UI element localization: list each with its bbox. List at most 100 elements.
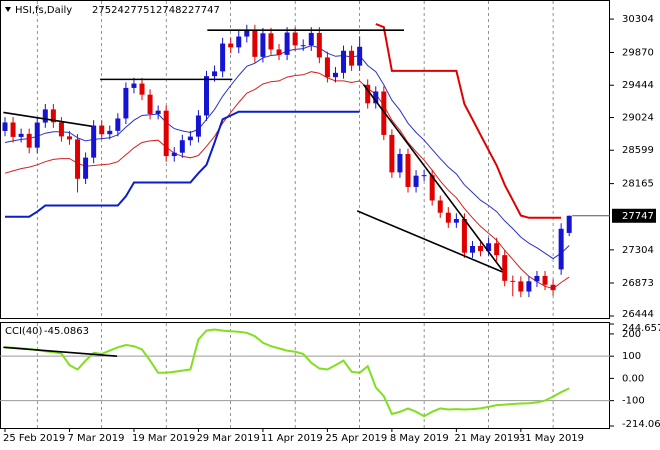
candle-body xyxy=(228,43,234,48)
candle-body xyxy=(534,275,540,282)
chart-title: HSI,fs,Daily xyxy=(15,5,72,16)
candle-body xyxy=(486,243,492,252)
candle-body xyxy=(26,133,32,148)
candle-body xyxy=(308,32,314,46)
candle-body xyxy=(147,94,153,114)
trend-line xyxy=(3,111,93,128)
candle-body xyxy=(558,228,564,270)
candle-body xyxy=(389,134,395,173)
candle-body xyxy=(494,243,500,256)
candle-body xyxy=(204,76,209,116)
candle-body xyxy=(292,32,298,46)
candle-body xyxy=(542,275,548,285)
candle-body xyxy=(195,115,201,137)
candle-body xyxy=(332,72,338,78)
candle-body xyxy=(91,125,97,158)
candle-body xyxy=(381,91,387,135)
trend-line xyxy=(356,210,503,273)
y-tick-label: -214.0621 xyxy=(622,419,660,430)
candle-body xyxy=(518,281,524,292)
candle-body xyxy=(365,84,371,104)
candle-body xyxy=(18,133,24,137)
candle-body xyxy=(187,136,193,141)
candle-body xyxy=(139,83,145,95)
y-tick-label: 29444 xyxy=(622,80,654,91)
candle-body xyxy=(397,154,403,173)
y-tick-label: 29870 xyxy=(622,47,654,58)
x-tick-label: 19 Mar 2019 xyxy=(132,433,195,444)
candle-body xyxy=(171,152,177,157)
indicator-line xyxy=(375,23,562,219)
y-tick-label: 244.6572 xyxy=(622,323,660,334)
candle-body xyxy=(155,110,161,114)
candle-body xyxy=(163,110,169,157)
candle-body xyxy=(502,255,508,281)
candle-body xyxy=(107,130,113,135)
x-tick-label: 21 May 2019 xyxy=(454,433,519,444)
candle-body xyxy=(469,246,475,253)
candle-body xyxy=(324,57,330,78)
candle-body xyxy=(123,87,129,119)
x-tick-label: 25 Apr 2019 xyxy=(325,433,387,444)
cci-value: -45.0863 xyxy=(44,326,89,337)
y-tick-label: 28599 xyxy=(622,145,654,156)
trend-line xyxy=(363,84,503,271)
candle-body xyxy=(526,281,532,292)
candle-body xyxy=(413,175,419,187)
x-tick-label: 8 May 2019 xyxy=(390,433,449,444)
y-tick-label: 28165 xyxy=(622,179,654,190)
candle-body xyxy=(284,32,290,55)
y-tick-label: 26873 xyxy=(622,278,654,289)
cci-line xyxy=(4,328,570,418)
y-tick-label: 100 xyxy=(622,351,641,362)
candle-body xyxy=(236,36,242,48)
last-price-label: 27747 xyxy=(622,211,654,222)
ohlc-low: 27482 xyxy=(156,5,188,16)
indicator-line xyxy=(5,110,360,218)
candle-body xyxy=(453,219,459,223)
candle-body xyxy=(66,136,72,140)
x-tick-label: 29 Mar 2019 xyxy=(196,433,259,444)
last-price-box xyxy=(612,208,656,223)
y-tick-label: 30304 xyxy=(622,14,654,25)
candle-body xyxy=(115,118,121,131)
candle-body xyxy=(212,71,218,77)
x-tick-label: 7 Mar 2019 xyxy=(67,433,124,444)
candle-body xyxy=(2,122,8,131)
candle-body xyxy=(349,50,355,66)
y-tick-label: 27304 xyxy=(622,245,654,256)
y-tick-label: -100 xyxy=(622,396,645,407)
candle-body xyxy=(478,246,484,252)
y-tick-label: 0.00 xyxy=(622,373,644,384)
candle-body xyxy=(58,122,64,137)
ohlc-close: 27747 xyxy=(188,5,220,16)
candle-body xyxy=(220,43,226,72)
candle-body xyxy=(99,125,105,135)
candle-body xyxy=(268,33,274,50)
candle-body xyxy=(566,215,572,233)
title-arrow xyxy=(5,7,11,12)
indicator-line xyxy=(4,71,570,290)
main-panel-frame xyxy=(0,0,610,319)
candle-body xyxy=(50,109,56,123)
cci-title: CCI(40) xyxy=(5,326,43,337)
candle-body xyxy=(405,154,411,187)
candle-body xyxy=(276,49,282,55)
cci-panel-frame xyxy=(0,322,610,429)
candle-body xyxy=(260,33,266,57)
trend-line xyxy=(3,346,118,357)
candle-body xyxy=(373,91,379,104)
y-tick-label: 29024 xyxy=(622,113,654,124)
candle-body xyxy=(341,50,347,73)
candle-body xyxy=(429,175,435,201)
x-tick-label: 11 Apr 2019 xyxy=(261,433,323,444)
candle-body xyxy=(252,30,258,57)
candle-body xyxy=(437,200,443,213)
plot: 25 Feb 2019 7 Mar 2019 19 Mar 2019 29 Mar 2… xyxy=(0,14,660,444)
candle-body xyxy=(83,157,89,179)
x-tick-label: 25 Feb 2019 xyxy=(3,433,65,444)
candle-body xyxy=(445,212,451,223)
candle-body xyxy=(300,45,306,47)
candle-body xyxy=(421,175,427,177)
